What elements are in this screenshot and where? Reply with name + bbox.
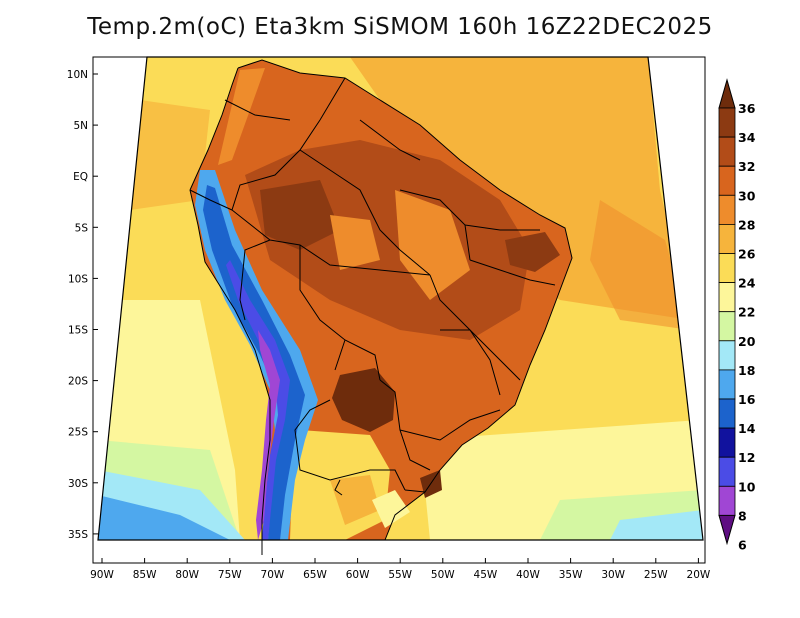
latitude-axis: 10N 5N EQ 5S 10S 15S 20S 25S 30S 35S [67,69,98,541]
lat-tick-label: EQ [73,171,88,183]
colorbar-segment [718,136,736,167]
lon-tick-label: 80W [175,569,199,581]
colorbar-segment [718,311,736,342]
lon-tick-label: 35W [559,569,583,581]
colorbar-label: 30 [738,188,756,203]
axes-frame [92,56,706,564]
lat-tick-label: 15S [68,325,88,337]
colorbar-label: 6 [738,538,747,553]
colorbar-segment [718,340,736,371]
colorbar-label: 14 [738,421,756,436]
colorbar-label: 28 [738,217,755,232]
lon-tick-label: 75W [218,569,242,581]
colorbar-segment [718,456,736,487]
colorbar-segment [718,282,736,313]
lon-tick-label: 55W [388,569,412,581]
lat-tick-label: 10S [68,273,88,285]
lon-tick-label: 30W [601,569,625,581]
lon-tick-label: 60W [346,569,370,581]
colorbar-segment [718,485,736,516]
lon-tick-label: 70W [261,569,285,581]
colorbar-segment [718,427,736,458]
lon-tick-label: 40W [516,569,540,581]
lat-tick-label: 35S [68,529,88,541]
colorbar-label: 8 [738,508,747,523]
colorbar: 36 34 32 30 28 26 24 22 20 18 16 14 12 10 8 6 [718,78,756,553]
colorbar-segment [718,369,736,400]
lat-tick-label: 25S [68,427,88,439]
colorbar-segment [718,398,736,429]
colorbar-segment [718,253,736,284]
lat-tick-label: 10N [67,69,88,81]
colorbar-segment [718,223,736,254]
lat-tick-label: 5S [75,222,89,234]
colorbar-segment [718,165,736,196]
colorbar-label: 18 [738,363,755,378]
longitude-axis: 90W 85W 80W 75W 70W 65W 60W 55W 50W 45W 40W 35W 30W 2… [90,558,711,581]
lon-tick-label: 50W [431,569,455,581]
lon-tick-label: 90W [90,569,114,581]
colorbar-bottom-arrow [718,514,736,546]
map-title: Temp.2m(oC) Eta3km SiSMOM 160h 16Z22DEC2… [87,14,713,40]
lon-tick-label: 45W [474,569,498,581]
lat-tick-label: 5N [73,120,88,132]
lat-tick-label: 30S [68,478,88,490]
political-boundaries [189,59,573,555]
colorbar-label: 12 [738,450,755,465]
colorbar-label: 36 [738,101,756,116]
colorbar-top-arrow [718,78,736,109]
lon-tick-label: 25W [644,569,668,581]
colorbar-label: 32 [738,159,755,174]
colorbar-label: 16 [738,392,756,407]
colorbar-label: 10 [738,479,756,494]
colorbar-label: 22 [738,305,755,320]
colorbar-label: 26 [738,247,756,262]
lon-tick-label: 65W [303,569,327,581]
hot-core-chaco [332,368,395,432]
colorbar-segment [718,107,736,138]
colorbar-segment [718,194,736,225]
lon-tick-label: 20W [687,569,711,581]
colorbar-label: 24 [738,276,756,291]
colorbar-label: 34 [738,130,756,145]
lat-tick-label: 20S [68,376,88,388]
colorbar-label: 20 [738,334,756,349]
lon-tick-label: 85W [133,569,157,581]
